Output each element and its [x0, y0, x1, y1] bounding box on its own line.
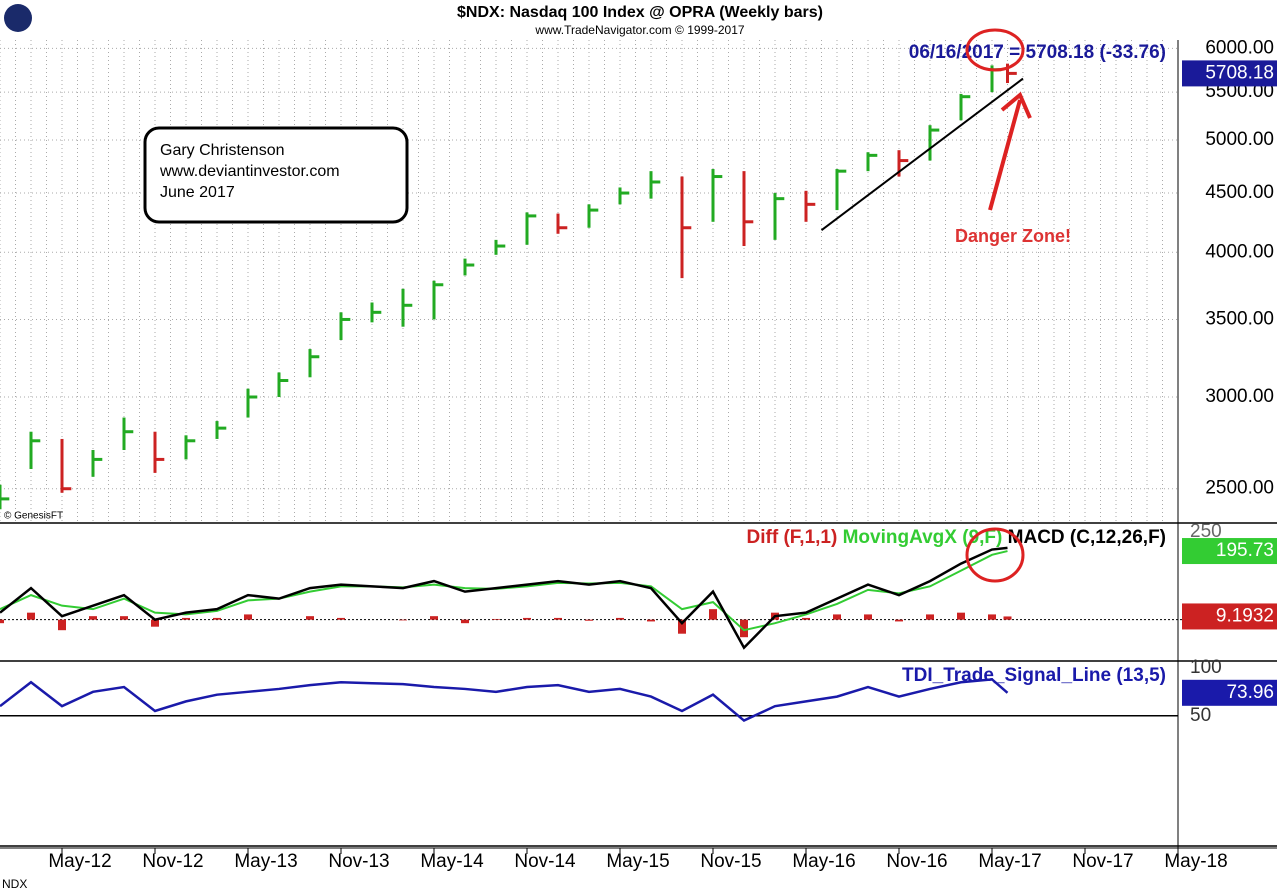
y-tick-label: 100 [1190, 657, 1222, 678]
legend-entry: Diff (F,1,1) [747, 527, 838, 548]
diff-bar [492, 618, 500, 620]
chart-subtitle: www.TradeNavigator.com © 1999-2017 [534, 23, 744, 37]
diff-bar [616, 617, 624, 620]
value-box [1182, 603, 1277, 630]
x-tick-label: May-14 [420, 851, 484, 872]
y-tick-label: 4000.00 [1205, 241, 1274, 262]
x-tick-label: May-16 [792, 851, 855, 872]
diff-bar [337, 617, 345, 620]
trendline [820, 77, 1024, 231]
x-tick-label: Nov-14 [514, 851, 576, 872]
diff-bar [306, 616, 314, 620]
diff-bar [213, 617, 221, 620]
highlight-circle [965, 527, 1025, 583]
diff-bar [988, 614, 996, 620]
diff-bar [244, 614, 252, 620]
x-tick-label: May-18 [1164, 851, 1227, 872]
diff-bar [585, 619, 593, 621]
diff-bar [182, 617, 190, 620]
x-tick-label: Nov-17 [1072, 851, 1133, 872]
diff-bar [523, 617, 531, 620]
diff-bar [399, 619, 407, 621]
annotation: Danger Zone! [955, 226, 1071, 246]
y-tick-label: 5000.00 [1205, 129, 1274, 150]
legend-entry: MovingAvgX (9,F) [843, 527, 1003, 548]
diff-bar [430, 616, 438, 620]
x-tick-label: Nov-12 [142, 851, 203, 872]
header-value: 06/16/2017 = 5708.18 (-33.76) [909, 42, 1166, 63]
note-line: Gary Christenson [160, 142, 285, 159]
diff-bar [120, 616, 128, 620]
x-tick-label: Nov-13 [328, 851, 389, 872]
indicator-line [0, 678, 1009, 722]
diff-bar [926, 614, 934, 620]
symbol: NDX [2, 877, 27, 891]
x-tick-label: May-17 [978, 851, 1041, 872]
value-label: 5708.18 [1205, 62, 1274, 83]
value-box [1182, 679, 1277, 706]
value-label: 73.96 [1226, 682, 1274, 703]
note-line: June 2017 [160, 184, 235, 201]
value-label: 9.1932 [1216, 605, 1274, 626]
diff-bar [802, 617, 810, 620]
diff-bar [27, 612, 35, 620]
note-line: www.deviantinvestor.com [159, 163, 340, 180]
diff-bar [554, 617, 562, 620]
diff-bar [833, 614, 841, 620]
diff-bar [89, 616, 97, 620]
arrow [988, 99, 1022, 211]
credit: © GenesisFT [4, 511, 63, 522]
highlight-circle [965, 28, 1025, 72]
value-box [1182, 538, 1277, 565]
diff-bar [0, 619, 4, 624]
value-box [1182, 60, 1277, 87]
diff-bar [678, 619, 686, 634]
x-tick-label: May-15 [606, 851, 669, 872]
diff-bar [461, 619, 469, 624]
x-tick-label: May-13 [234, 851, 297, 872]
diff-bar [709, 609, 717, 620]
arrow-head [1000, 91, 1032, 119]
x-tick-label: Nov-16 [886, 851, 947, 872]
y-tick-label: 2500.00 [1205, 478, 1274, 499]
diff-bar [647, 619, 655, 622]
y-tick-label: 3500.00 [1205, 308, 1274, 329]
note-box [143, 126, 409, 224]
legend-entry: TDI_Trade_Signal_Line (13,5) [902, 665, 1166, 686]
legend: Diff (F,1,1) MovingAvgX (9,F) MACD (C,12… [747, 527, 1166, 548]
diff-bar [740, 619, 748, 638]
logo [4, 4, 32, 32]
y-tick-label: 6000.00 [1205, 37, 1274, 58]
value-label: 195.73 [1216, 540, 1274, 561]
diff-bar [1003, 616, 1012, 620]
chart-title: $NDX: Nasdaq 100 Index @ OPRA (Weekly ba… [457, 4, 823, 21]
diff-bar [58, 619, 66, 631]
x-tick-label: May-12 [48, 851, 111, 872]
legend-entry: MACD (C,12,26,F) [1008, 527, 1166, 548]
diff-bar [895, 619, 903, 622]
indicator-line [0, 546, 1008, 650]
diff-bar [864, 614, 872, 620]
y-tick-label: 50 [1190, 705, 1211, 726]
y-tick-label: 4500.00 [1205, 182, 1274, 203]
diff-bar [151, 619, 159, 627]
y-tick-label: 3000.00 [1205, 386, 1274, 407]
diff-bar [957, 612, 965, 620]
y-tick-label: 250 [1190, 521, 1222, 542]
x-tick-label: Nov-15 [700, 851, 761, 872]
